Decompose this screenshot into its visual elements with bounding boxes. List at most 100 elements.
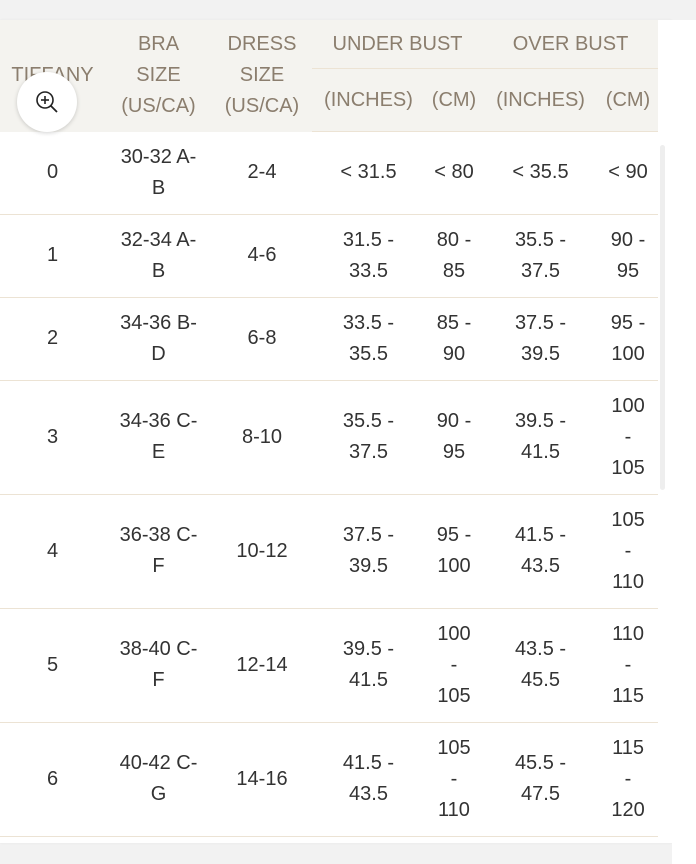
cell-text: 100 - 105 bbox=[611, 394, 645, 479]
cell-bra-size: 38-40 C-F bbox=[105, 608, 212, 723]
cell-under-bust-cm: 90 - 95 bbox=[425, 380, 484, 495]
cell-tiffany-size: 6 bbox=[0, 722, 105, 837]
cell-under-bust-inches: 33.5 - 35.5 bbox=[312, 297, 425, 381]
header-bra-size: BRA SIZE (US/CA) bbox=[105, 20, 212, 132]
cell-bra-size: 30-32 A-B bbox=[105, 131, 212, 215]
cell-text: 36-38 C-F bbox=[119, 524, 198, 577]
subheader-over-cm: (CM) bbox=[598, 68, 659, 132]
cell-under-bust-cm: < 80 bbox=[425, 131, 484, 215]
cell-text: 95 - 100 bbox=[610, 311, 646, 365]
cell-tiffany-size: 2 bbox=[0, 297, 105, 381]
scrollbar[interactable] bbox=[660, 145, 665, 490]
cell-under-bust-inches: 31.5 - 33.5 bbox=[312, 214, 425, 298]
cell-bra-size: 34-36 C-E bbox=[105, 380, 212, 495]
cell-text: 4 bbox=[46, 539, 59, 562]
cell-text: 105 - 110 bbox=[611, 508, 645, 593]
cell-text: 35.5 - 37.5 bbox=[342, 410, 395, 463]
subheader-under-inches: (INCHES) bbox=[312, 68, 425, 132]
cell-text: 5 bbox=[46, 653, 59, 676]
cell-bra-size: 34-36 B-D bbox=[105, 297, 212, 381]
cell-dress-size: 10-12 bbox=[212, 494, 312, 609]
zoom-button[interactable] bbox=[17, 72, 77, 132]
cell-text: 110 - 115 bbox=[612, 622, 644, 707]
size-chart-container: TIFFANY BRA SIZE (US/CA) DRESS SIZE (US/… bbox=[0, 20, 672, 843]
cell-text: 32-34 A-B bbox=[120, 228, 197, 282]
cell-over-bust-inches: < 35.5 bbox=[483, 131, 599, 215]
cell-text: < 31.5 bbox=[340, 161, 397, 184]
cell-text: 34-36 B-D bbox=[120, 311, 197, 365]
cell-text: 115 - 120 bbox=[611, 736, 645, 821]
cell-over-bust-cm: 115 - 120 bbox=[598, 722, 659, 837]
table-row: 2 34-36 B-D 6-8 33.5 - 35.5 85 - 90 37.5 - 39… bbox=[0, 297, 659, 381]
cell-text: 35.5 - 37.5 bbox=[514, 228, 567, 282]
cell-tiffany-size: 1 bbox=[0, 214, 105, 298]
cell-tiffany-size: 4 bbox=[0, 494, 105, 609]
cell-over-bust-inches: 43.5 - 45.5 bbox=[483, 608, 599, 723]
cell-text: 80 - 85 bbox=[436, 228, 472, 282]
table-row: 0 30-32 A-B 2-4 < 31.5 < 80 < 35.5 < 90 bbox=[0, 131, 659, 215]
cell-text: 12-14 bbox=[236, 653, 288, 676]
cell-over-bust-inches: 45.5 - 47.5 bbox=[483, 722, 599, 837]
cell-over-bust-inches: 41.5 - 43.5 bbox=[483, 494, 599, 609]
table-row: 6 40-42 C-G 14-16 41.5 - 43.5 105 - 110 45.5 … bbox=[0, 722, 659, 837]
cell-text: < 80 bbox=[434, 161, 474, 184]
cell-under-bust-cm: 100 - 105 bbox=[425, 608, 484, 723]
cell-over-bust-inches: 35.5 - 37.5 bbox=[483, 214, 599, 298]
table-row: 3 34-36 C-E 8-10 35.5 - 37.5 90 - 95 39.5 - 4… bbox=[0, 380, 659, 495]
cell-text: 6 bbox=[46, 767, 59, 790]
cell-under-bust-cm: 95 - 100 bbox=[425, 494, 484, 609]
subheader-under-cm: (CM) bbox=[425, 68, 484, 132]
cell-tiffany-size: 0 bbox=[0, 131, 105, 215]
cell-text: 3 bbox=[46, 425, 59, 448]
subheader-over-inches: (INCHES) bbox=[483, 68, 599, 132]
cell-text: 4-6 bbox=[247, 244, 277, 266]
cell-dress-size: 12-14 bbox=[212, 608, 312, 723]
cell-text: 30-32 A-B bbox=[120, 145, 197, 199]
cell-over-bust-cm: 110 - 115 bbox=[598, 608, 659, 723]
table-row: 5 38-40 C-F 12-14 39.5 - 41.5 100 - 105 43.5 … bbox=[0, 608, 659, 723]
table-row: 1 32-34 A-B 4-6 31.5 - 33.5 80 - 85 35.5 - 37… bbox=[0, 214, 659, 298]
cell-dress-size: 6-8 bbox=[212, 297, 312, 381]
cell-text: 14-16 bbox=[236, 767, 288, 790]
cell-text: 1 bbox=[46, 244, 59, 266]
cell-text: 85 - 90 bbox=[436, 311, 472, 365]
cell-text: 8-10 bbox=[241, 425, 283, 448]
cell-text: 37.5 - 39.5 bbox=[514, 311, 567, 365]
cell-under-bust-cm: 80 - 85 bbox=[425, 214, 484, 298]
cell-text: 45.5 - 47.5 bbox=[514, 752, 567, 805]
cell-dress-size: 2-4 bbox=[212, 131, 312, 215]
cell-under-bust-inches: 35.5 - 37.5 bbox=[312, 380, 425, 495]
cell-tiffany-size: 5 bbox=[0, 608, 105, 723]
zoom-in-icon bbox=[36, 91, 58, 113]
cell-text: 90 - 95 bbox=[436, 410, 472, 463]
cell-text: 33.5 - 35.5 bbox=[342, 311, 395, 365]
cell-text: 0 bbox=[46, 161, 59, 183]
cell-over-bust-inches: 39.5 - 41.5 bbox=[483, 380, 599, 495]
cell-text: 41.5 - 43.5 bbox=[342, 752, 395, 805]
cell-bra-size: 36-38 C-F bbox=[105, 494, 212, 609]
table-row: 4 36-38 C-F 10-12 37.5 - 39.5 95 - 100 41.5 -… bbox=[0, 494, 659, 609]
cell-over-bust-cm: 105 - 110 bbox=[598, 494, 659, 609]
cell-text: 2-4 bbox=[247, 161, 277, 183]
cell-text: 105 - 110 bbox=[437, 736, 471, 821]
size-chart-table: TIFFANY BRA SIZE (US/CA) DRESS SIZE (US/… bbox=[0, 20, 659, 837]
cell-text: 41.5 - 43.5 bbox=[514, 524, 567, 577]
header-dress-size: DRESS SIZE (US/CA) bbox=[212, 20, 312, 132]
cell-dress-size: 4-6 bbox=[212, 214, 312, 298]
cell-text: 38-40 C-F bbox=[119, 638, 198, 691]
header-over-bust: OVER BUST bbox=[483, 20, 659, 69]
cell-text: 95 - 100 bbox=[436, 524, 472, 577]
cell-over-bust-cm: < 90 bbox=[598, 131, 659, 215]
cell-text: 31.5 - 33.5 bbox=[342, 228, 395, 282]
cell-dress-size: 14-16 bbox=[212, 722, 312, 837]
cell-text: 90 - 95 bbox=[610, 228, 646, 282]
cell-text: 43.5 - 45.5 bbox=[514, 638, 567, 691]
page-margin bbox=[672, 20, 696, 864]
cell-text: 37.5 - 39.5 bbox=[342, 524, 395, 577]
cell-under-bust-inches: < 31.5 bbox=[312, 131, 425, 215]
cell-text: < 90 bbox=[608, 161, 648, 184]
cell-over-bust-inches: 37.5 - 39.5 bbox=[483, 297, 599, 381]
cell-text: 10-12 bbox=[236, 539, 288, 562]
cell-under-bust-cm: 85 - 90 bbox=[425, 297, 484, 381]
cell-bra-size: 32-34 A-B bbox=[105, 214, 212, 298]
